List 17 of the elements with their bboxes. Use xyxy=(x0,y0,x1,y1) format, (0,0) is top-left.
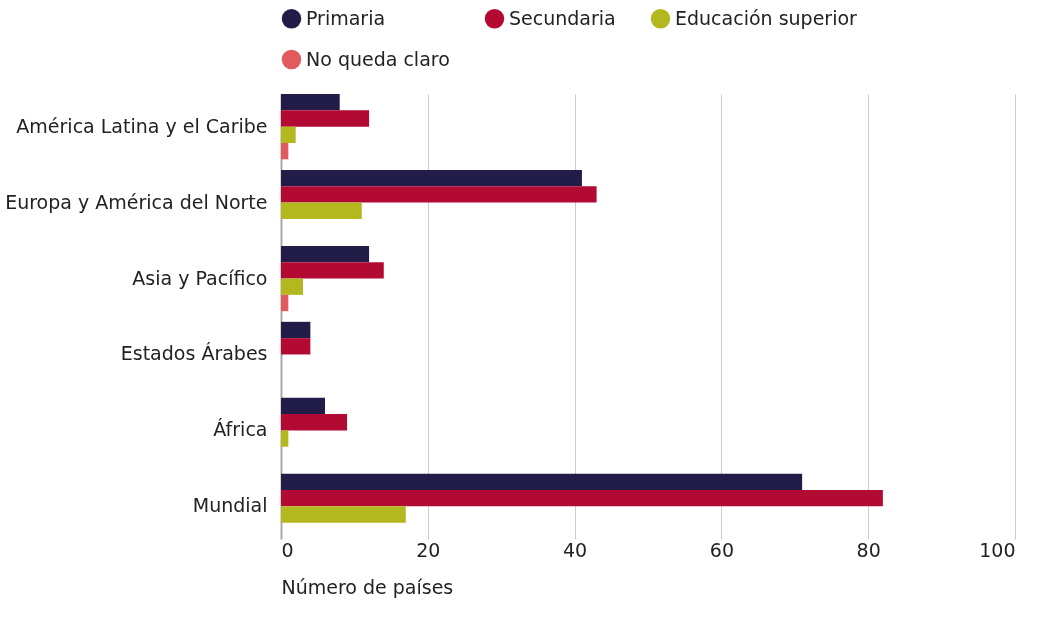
y-tick-label: América Latina y el Caribe xyxy=(16,114,268,137)
x-tick-label: 100 xyxy=(979,538,1016,561)
x-tick-label: 0 xyxy=(281,538,294,561)
x-tick-label: 80 xyxy=(856,538,881,561)
y-tick-label: Estados Árabes xyxy=(120,342,268,365)
x-axis-title: Número de países xyxy=(281,575,454,598)
y-tick-label: Asia y Pacífico xyxy=(132,266,268,289)
legend-label: Secundaria xyxy=(509,6,616,29)
y-tick-label: Europa y América del Norte xyxy=(5,190,268,213)
y-tick-label: África xyxy=(213,418,268,441)
legend-label: Educación superior xyxy=(675,6,858,29)
x-tick-label: 60 xyxy=(709,538,734,561)
legend-label: No queda claro xyxy=(306,47,450,70)
legend-label: Primaria xyxy=(306,6,386,29)
y-tick-label: Mundial xyxy=(192,494,268,517)
x-tick-label: 40 xyxy=(563,538,588,561)
x-tick-label: 20 xyxy=(416,538,441,561)
